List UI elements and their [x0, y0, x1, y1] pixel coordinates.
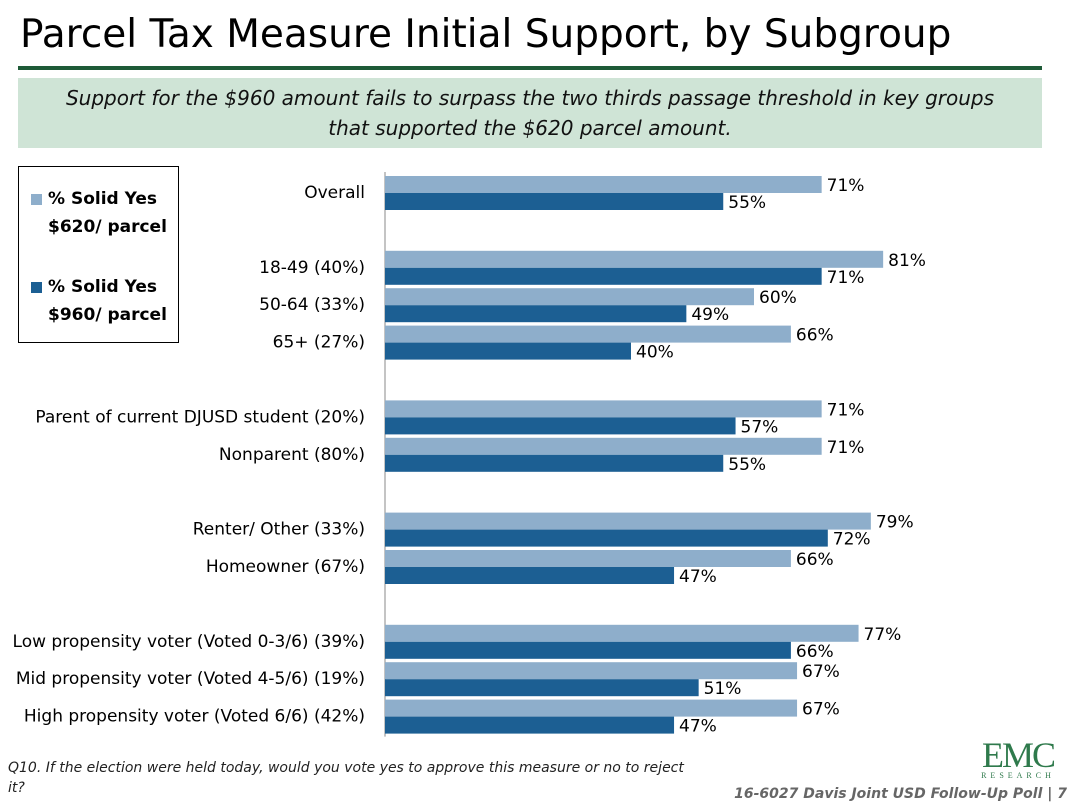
- bar: [385, 193, 724, 210]
- title: Parcel Tax Measure Initial Support, by S…: [20, 12, 952, 57]
- value-label: 67%: [802, 662, 840, 682]
- value-label: 71%: [827, 268, 865, 288]
- value-label: 47%: [679, 567, 717, 587]
- bar: [385, 288, 754, 306]
- category-label: Renter/ Other (33%): [193, 520, 365, 540]
- value-label: 71%: [827, 438, 865, 458]
- value-label: 71%: [827, 176, 865, 196]
- value-label: 40%: [636, 343, 674, 363]
- value-label: 81%: [888, 251, 926, 271]
- bar: [385, 400, 822, 418]
- bar: [385, 267, 822, 285]
- bar: [385, 437, 822, 455]
- value-label: 67%: [802, 700, 840, 720]
- title-rule: [18, 66, 1042, 70]
- subtitle: Support for the $960 amount fails to sur…: [65, 86, 995, 140]
- footnote: Q10. If the election were held today, wo…: [8, 760, 684, 796]
- value-label: 57%: [741, 417, 779, 437]
- bar: [385, 624, 859, 642]
- category-label: Homeowner (67%): [206, 557, 365, 577]
- page-number: 7: [1057, 786, 1067, 802]
- value-label: 72%: [833, 530, 871, 550]
- footer: 16-6027 Davis Joint USD Follow-Up Poll |…: [734, 786, 1067, 802]
- bar: [385, 325, 791, 343]
- value-label: 79%: [876, 513, 914, 533]
- category-label: Nonparent (80%): [219, 445, 365, 465]
- value-label: 47%: [679, 717, 717, 737]
- legend-label: % Solid Yes $960/ parcel: [48, 277, 167, 325]
- bar: [385, 512, 871, 530]
- value-label: 51%: [704, 679, 742, 699]
- bar: [385, 342, 631, 360]
- category-label: 18-49 (40%): [259, 258, 365, 278]
- bar: [385, 641, 791, 659]
- legend: % Solid Yes $620/ parcel % Solid Yes $960…: [18, 166, 179, 343]
- category-label: Low propensity voter (Voted 0-3/6) (39%): [13, 632, 365, 652]
- value-label: 66%: [796, 550, 834, 570]
- category-label: 65+ (27%): [273, 333, 365, 353]
- bar: [385, 550, 791, 567]
- banner: Support for the $960 amount fails to sur…: [18, 78, 1042, 148]
- legend-swatch: [31, 194, 42, 205]
- value-label: 66%: [796, 642, 834, 662]
- bar: [385, 305, 687, 323]
- bar: [385, 679, 699, 697]
- value-label: 55%: [728, 455, 766, 475]
- logo-text: EMC: [981, 735, 1056, 775]
- bar: [385, 699, 798, 717]
- bar: [385, 176, 822, 193]
- category-label: Parent of current DJUSD student (20%): [35, 407, 365, 427]
- legend-item: % Solid Yes $620/ parcel: [31, 185, 170, 241]
- value-label: 55%: [728, 193, 766, 213]
- category-label: High propensity voter (Voted 6/6) (42%): [24, 707, 365, 727]
- category-label: 50-64 (33%): [259, 295, 365, 315]
- category-label: Overall: [304, 183, 365, 203]
- footer-text: 16-6027 Davis Joint USD Follow-Up Poll: [734, 786, 1043, 802]
- bar: [385, 529, 828, 547]
- bar: [385, 454, 724, 472]
- category-label: Mid propensity voter (Voted 4-5/6) (19%): [16, 669, 365, 689]
- logo-subtext: RESEARCH: [981, 771, 1055, 780]
- legend-swatch: [31, 282, 42, 293]
- bar: [385, 417, 736, 435]
- value-label: 49%: [691, 305, 729, 325]
- bar: [385, 716, 675, 734]
- legend-label: % Solid Yes $620/ parcel: [48, 189, 167, 237]
- value-label: 77%: [864, 625, 902, 645]
- logo: EMC RESEARCH: [972, 735, 1064, 780]
- bar: [385, 567, 675, 584]
- value-label: 71%: [827, 400, 865, 420]
- value-label: 60%: [759, 288, 797, 308]
- value-label: 66%: [796, 326, 834, 346]
- legend-item: % Solid Yes $960/ parcel: [31, 273, 170, 329]
- bar: [385, 662, 798, 680]
- bar: [385, 250, 884, 268]
